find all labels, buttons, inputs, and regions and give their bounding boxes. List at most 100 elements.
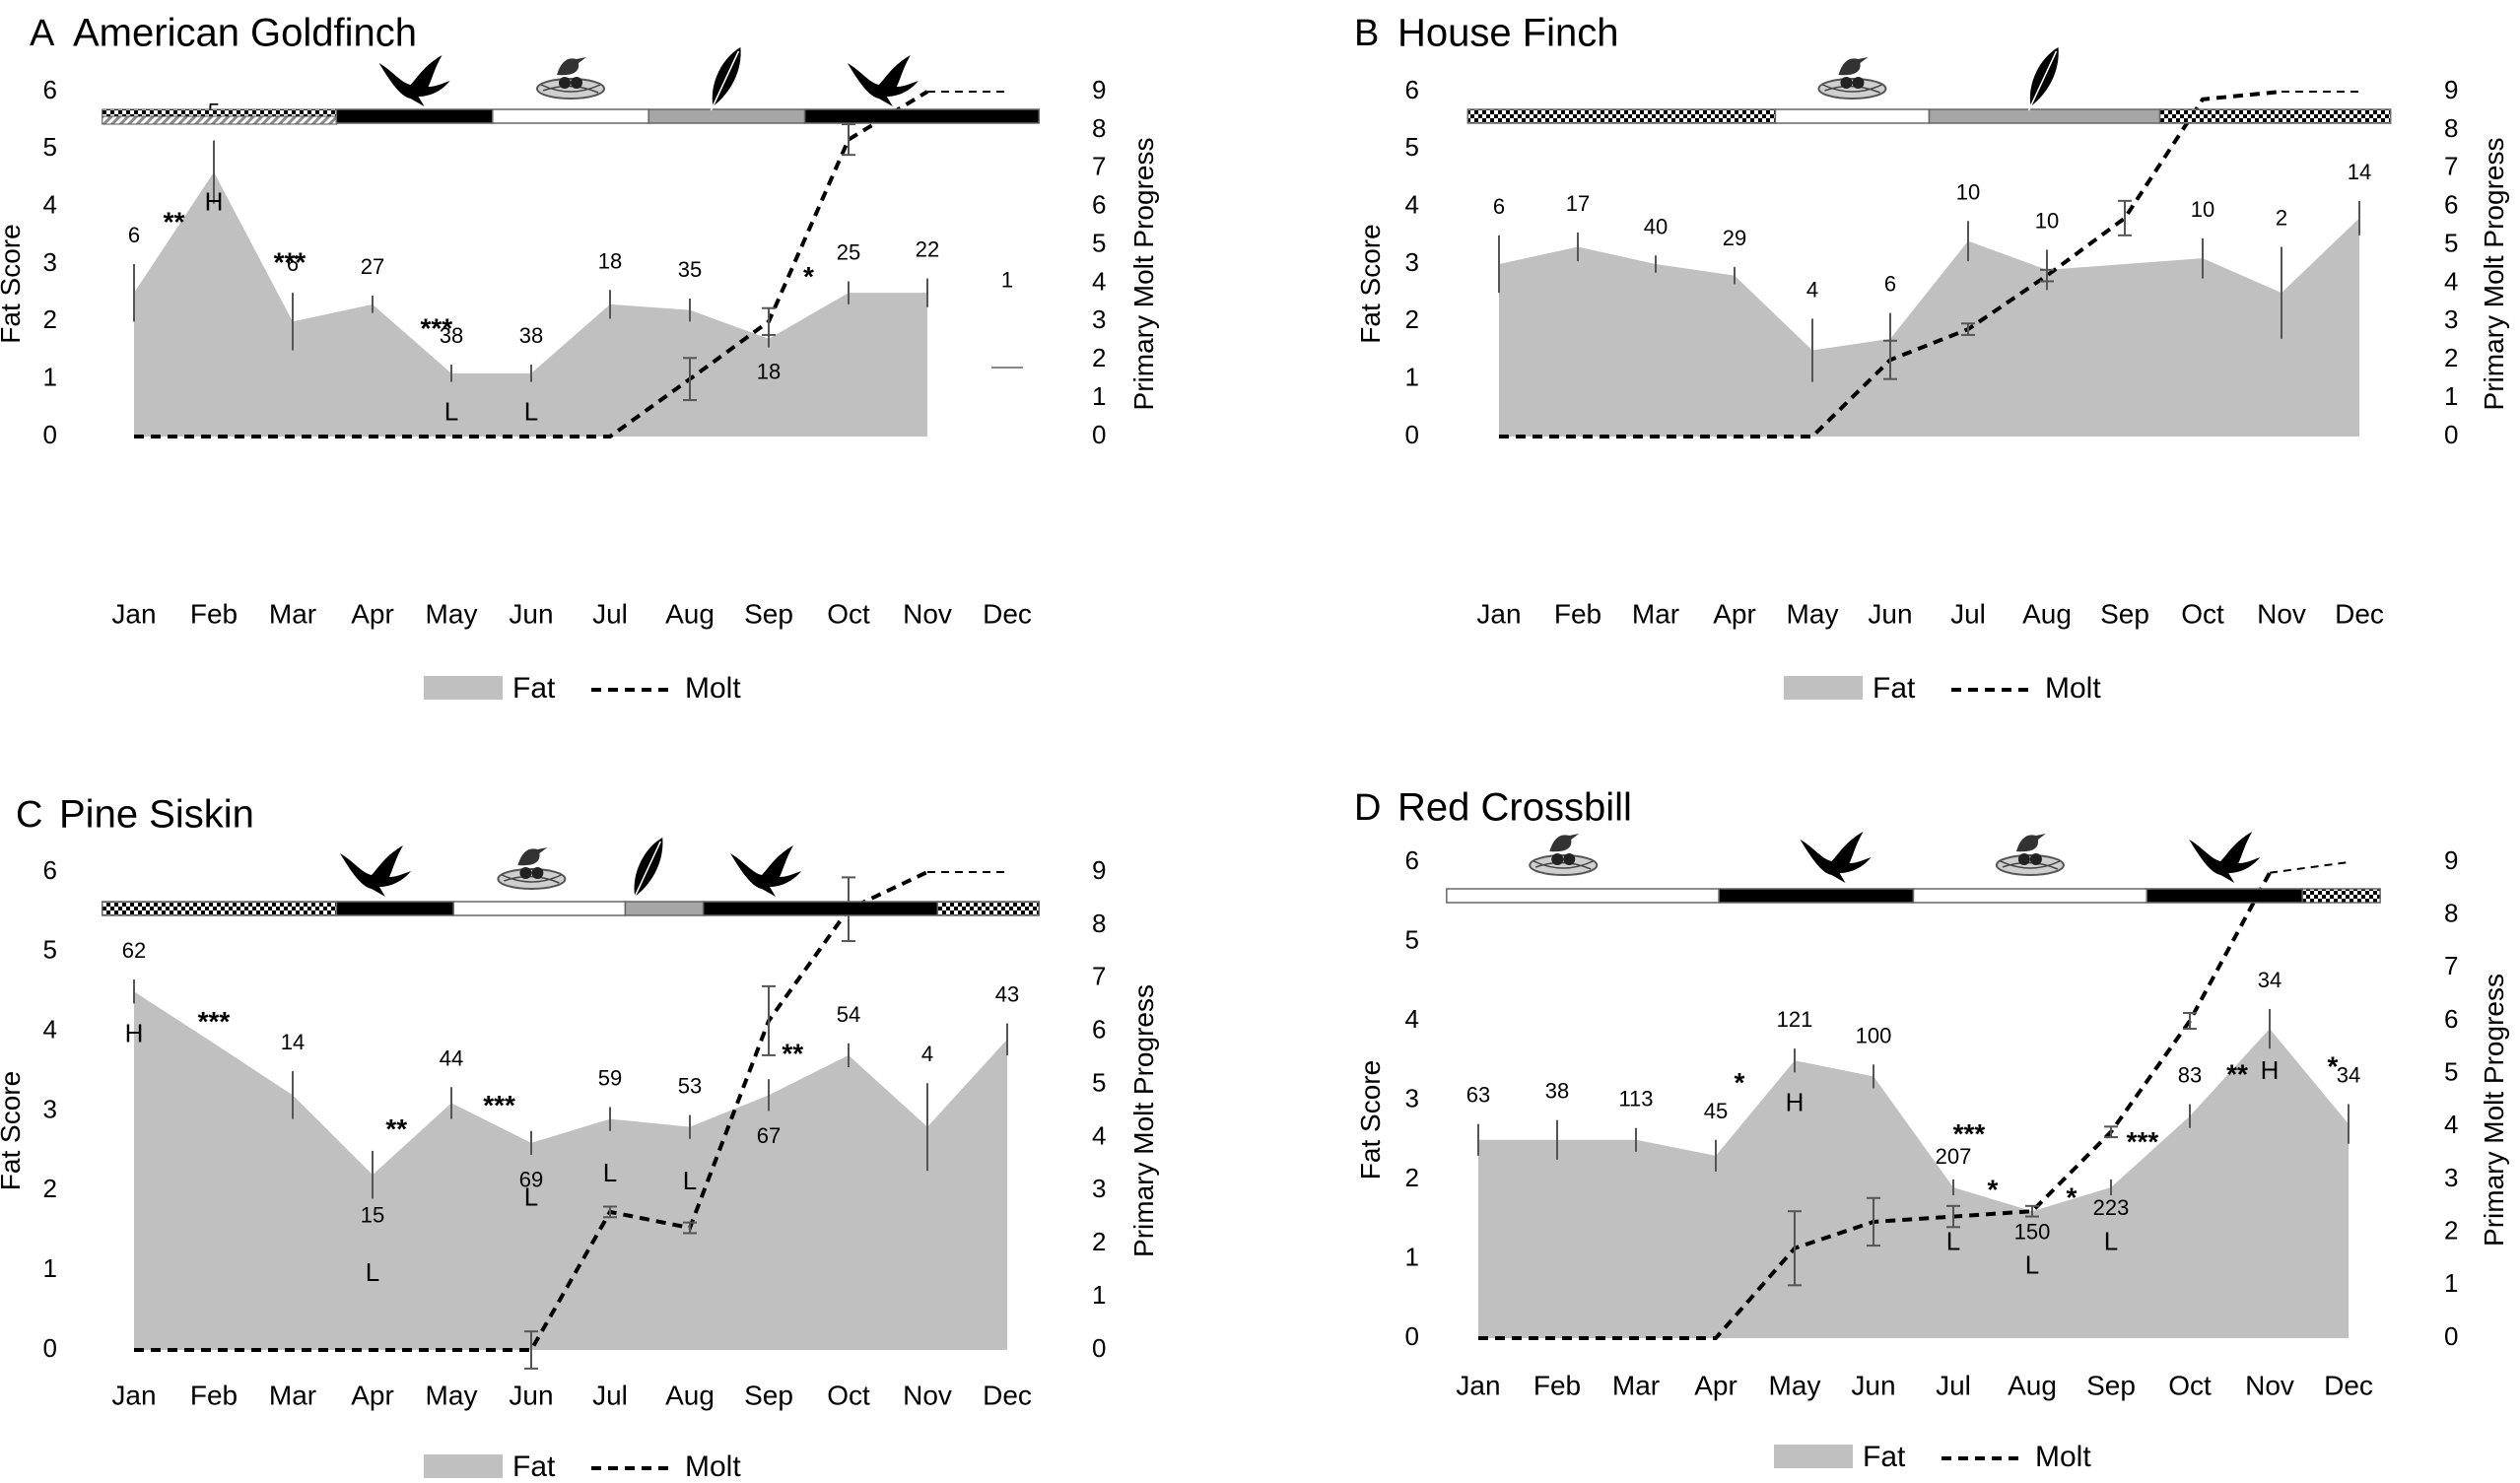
month-tick-label: Mar bbox=[1632, 598, 1679, 629]
nest-icon-eggs bbox=[559, 77, 571, 89]
phenology-segment bbox=[1466, 108, 1777, 124]
sample-size-label: 150 bbox=[2014, 1219, 2051, 1244]
left-tick-label: 6 bbox=[1405, 75, 1419, 104]
significance-mark: ** bbox=[385, 1113, 407, 1144]
left-tick-label: 2 bbox=[43, 304, 57, 334]
right-tick-label: 5 bbox=[1092, 228, 1106, 257]
month-tick-label: Oct bbox=[2181, 598, 2224, 629]
nest-icon-egg bbox=[1563, 853, 1576, 865]
bird-icon bbox=[730, 845, 802, 897]
sample-size-label: 43 bbox=[995, 982, 1019, 1007]
month-tick-label: Dec bbox=[2324, 1370, 2373, 1400]
month-tick-label: Oct bbox=[827, 598, 870, 629]
month-tick-label: Sep bbox=[2086, 1370, 2136, 1400]
left-tick-label: 4 bbox=[1405, 190, 1419, 220]
right-tick-label: 3 bbox=[2444, 304, 2458, 334]
sample-size-label: 6 bbox=[128, 223, 140, 247]
hl-label: H bbox=[1786, 1087, 1805, 1116]
sample-size-label: 15 bbox=[361, 1203, 384, 1228]
right-tick-label: 5 bbox=[2444, 1057, 2458, 1087]
month-tick-label: Sep bbox=[2100, 598, 2149, 629]
sample-size-label: 18 bbox=[598, 248, 622, 273]
month-tick-label: May bbox=[426, 598, 478, 629]
sample-size-label: 6 bbox=[287, 251, 299, 276]
month-tick-label: Jun bbox=[509, 1380, 553, 1410]
nest-icon-eggs bbox=[519, 867, 532, 879]
feather-icon-shaft bbox=[2027, 50, 2058, 111]
left-tick-label: 6 bbox=[1405, 845, 1419, 875]
left-tick-label: 3 bbox=[1405, 247, 1419, 277]
sample-size-label: 69 bbox=[519, 1167, 543, 1191]
sample-size-label: 10 bbox=[2035, 208, 2059, 233]
legend-molt-label: Molt bbox=[685, 1450, 741, 1483]
left-tick-label: 6 bbox=[43, 855, 57, 885]
right-tick-label: 6 bbox=[2444, 1004, 2458, 1034]
hl-label: H bbox=[125, 1019, 144, 1048]
hl-label: H bbox=[2261, 1055, 2280, 1085]
left-tick-label: 0 bbox=[1405, 420, 1419, 449]
month-tick-label: Aug bbox=[665, 598, 715, 629]
month-tick-label: Oct bbox=[827, 1380, 870, 1410]
sample-size-label: 29 bbox=[1723, 226, 1746, 250]
sample-size-label: 63 bbox=[1466, 1083, 1490, 1108]
sample-size-label: 59 bbox=[598, 1065, 622, 1090]
month-tick-label: Aug bbox=[2022, 598, 2072, 629]
nest-icon-twigs bbox=[502, 874, 562, 884]
sample-size-label: 25 bbox=[837, 240, 860, 265]
month-tick-label: Jan bbox=[111, 598, 156, 629]
left-tick-label: 0 bbox=[43, 1333, 57, 1363]
phenology-segment bbox=[1718, 888, 1915, 904]
month-tick-label: Jul bbox=[1950, 598, 1986, 629]
month-tick-label: Nov bbox=[903, 598, 952, 629]
right-tick-label: 9 bbox=[1092, 75, 1106, 104]
panel-letter: D bbox=[1354, 787, 1381, 829]
left-tick-label: 0 bbox=[1405, 1321, 1419, 1351]
hl-label: L bbox=[444, 397, 458, 427]
molt-line bbox=[134, 90, 929, 438]
hl-label: L bbox=[603, 1158, 617, 1187]
hl-label: L bbox=[366, 1257, 379, 1287]
phenology-segment bbox=[101, 901, 338, 916]
panel-title: Red Crossbill bbox=[1397, 786, 1632, 830]
sample-size-label: 2 bbox=[2276, 206, 2287, 231]
sample-size-label: 83 bbox=[2178, 1063, 2202, 1088]
y2-axis-title: Primary Molt Progress bbox=[2479, 974, 2509, 1247]
phenology-segment bbox=[803, 108, 1041, 124]
month-tick-label: Nov bbox=[2257, 598, 2306, 629]
left-tick-label: 5 bbox=[43, 132, 57, 162]
right-tick-label: 1 bbox=[2444, 381, 2458, 411]
feather-icon-shaft bbox=[710, 50, 740, 111]
month-tick-label: Jun bbox=[509, 598, 553, 629]
right-tick-label: 8 bbox=[2444, 899, 2458, 928]
panel-title: House Finch bbox=[1397, 12, 1619, 55]
bird-icon bbox=[1800, 832, 1872, 883]
sample-size-label: 6 bbox=[1884, 272, 1896, 297]
nest-icon-twigs bbox=[2000, 860, 2061, 870]
sample-size-label: 4 bbox=[1806, 277, 1818, 302]
phenology-segment bbox=[624, 901, 705, 916]
nest-icon-bird bbox=[1549, 834, 1580, 852]
right-tick-label: 0 bbox=[2444, 1321, 2458, 1351]
nest-icon-bird bbox=[1838, 57, 1869, 76]
sample-size-label: 6 bbox=[1493, 194, 1505, 219]
molt-line bbox=[134, 870, 928, 1352]
month-tick-label: Dec bbox=[983, 1380, 1032, 1410]
month-tick-label: Nov bbox=[2245, 1370, 2294, 1400]
right-tick-label: 4 bbox=[1092, 1120, 1106, 1150]
left-tick-label: 5 bbox=[43, 935, 57, 965]
month-tick-label: Feb bbox=[190, 598, 238, 629]
significance-mark: ** bbox=[2226, 1059, 2248, 1090]
sample-size-label: 53 bbox=[678, 1074, 702, 1099]
significance-mark: ** bbox=[782, 1038, 803, 1068]
y2-axis-title: Primary Molt Progress bbox=[1128, 984, 1159, 1257]
bird-icon bbox=[847, 55, 919, 106]
sample-size-label: 67 bbox=[757, 1123, 781, 1148]
right-tick-label: 1 bbox=[2444, 1268, 2458, 1298]
hl-label: L bbox=[1946, 1226, 1960, 1255]
right-tick-label: 6 bbox=[1092, 1015, 1106, 1045]
phenology-segment bbox=[936, 901, 1041, 916]
sample-size-label: 62 bbox=[122, 938, 146, 963]
nest-icon-egg bbox=[2029, 853, 2042, 865]
hl-label: L bbox=[683, 1166, 697, 1195]
right-tick-label: 7 bbox=[1092, 152, 1106, 181]
